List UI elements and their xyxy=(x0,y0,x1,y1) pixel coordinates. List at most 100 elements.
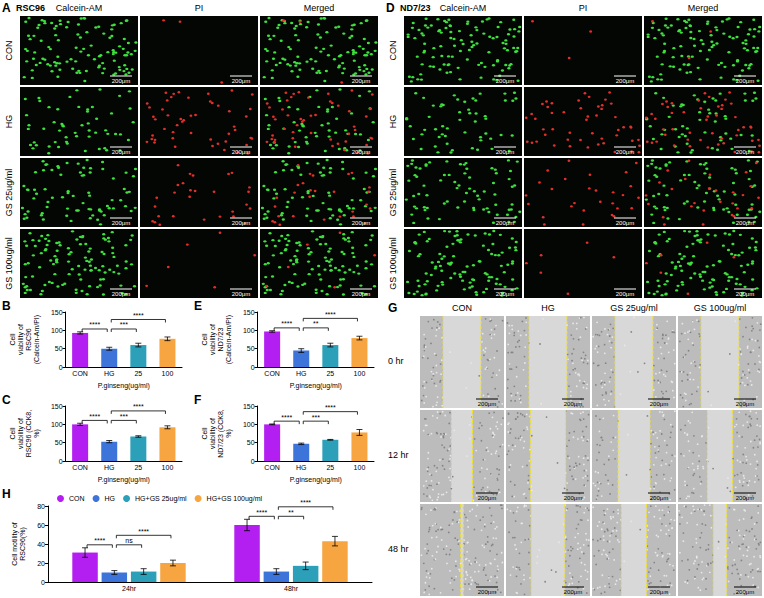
svg-text:RSC96: RSC96 xyxy=(25,328,32,351)
svg-text:%): %) xyxy=(225,429,233,438)
svg-text:****: **** xyxy=(325,311,336,318)
svg-text:50: 50 xyxy=(247,345,255,352)
svg-text:ND7/23: ND7/23 xyxy=(400,3,431,13)
svg-text:P.ginseng(ug/ml): P.ginseng(ug/ml) xyxy=(290,476,342,484)
svg-text:200μm: 200μm xyxy=(564,495,582,501)
svg-text:100: 100 xyxy=(354,370,366,377)
svg-text:24hr: 24hr xyxy=(122,585,137,592)
svg-text:***: *** xyxy=(120,413,128,420)
svg-text:150: 150 xyxy=(243,403,255,410)
svg-text:A: A xyxy=(2,1,11,15)
svg-text:12 hr: 12 hr xyxy=(388,450,409,460)
svg-text:100: 100 xyxy=(243,327,255,334)
svg-text:50: 50 xyxy=(55,345,63,352)
svg-text:Calcein-AM: Calcein-AM xyxy=(440,3,487,13)
svg-text:viability of: viability of xyxy=(17,418,25,449)
svg-text:200μm: 200μm xyxy=(112,220,130,226)
svg-text:100: 100 xyxy=(243,421,255,428)
svg-text:Cell: Cell xyxy=(201,427,208,440)
svg-text:HG: HG xyxy=(296,464,307,471)
svg-text:100: 100 xyxy=(354,464,366,471)
svg-text:200μm: 200μm xyxy=(736,589,754,595)
svg-text:G: G xyxy=(388,301,397,315)
svg-text:200μm: 200μm xyxy=(616,220,634,226)
svg-text:****: **** xyxy=(89,321,100,328)
svg-text:(Calcein-Am/PI): (Calcein-Am/PI) xyxy=(225,315,233,364)
svg-text:CON: CON xyxy=(452,303,472,313)
svg-text:150: 150 xyxy=(51,309,63,316)
svg-text:***: *** xyxy=(312,414,320,421)
svg-text:Cell: Cell xyxy=(9,333,16,346)
svg-text:Cell: Cell xyxy=(9,427,16,440)
svg-text:200μm: 200μm xyxy=(496,220,514,226)
svg-text:HG+GS 25ug/ml: HG+GS 25ug/ml xyxy=(135,495,187,503)
svg-text:200μm: 200μm xyxy=(496,291,514,297)
svg-text:0: 0 xyxy=(59,458,63,465)
svg-text:200μm: 200μm xyxy=(736,291,754,297)
svg-text:****: **** xyxy=(133,403,144,410)
svg-text:viability of: viability of xyxy=(17,324,25,355)
svg-text:****: **** xyxy=(325,404,336,411)
svg-text:Cell: Cell xyxy=(201,333,208,346)
svg-text:GS 25ug/ml: GS 25ug/ml xyxy=(4,169,14,217)
svg-text:200μm: 200μm xyxy=(496,149,514,155)
svg-text:P.ginseng(ug/ml): P.ginseng(ug/ml) xyxy=(98,476,150,484)
svg-text:PI: PI xyxy=(195,3,204,13)
svg-text:%): %) xyxy=(33,429,41,438)
svg-text:0 hr: 0 hr xyxy=(388,356,404,366)
svg-text:100: 100 xyxy=(162,464,174,471)
svg-text:P.ginseng(ug/ml): P.ginseng(ug/ml) xyxy=(98,382,150,390)
svg-text:0: 0 xyxy=(41,579,45,586)
svg-text:25: 25 xyxy=(134,370,142,377)
svg-text:200μm: 200μm xyxy=(352,220,370,226)
svg-text:100: 100 xyxy=(51,327,63,334)
svg-text:CON: CON xyxy=(72,464,88,471)
svg-text:200μm: 200μm xyxy=(478,589,496,595)
svg-text:200μm: 200μm xyxy=(616,149,634,155)
svg-text:GS 100ug/ml: GS 100ug/ml xyxy=(694,303,747,313)
svg-text:60: 60 xyxy=(37,522,45,529)
svg-text:***: *** xyxy=(120,321,128,328)
svg-text:100: 100 xyxy=(51,421,63,428)
svg-text:200μm: 200μm xyxy=(650,495,668,501)
svg-text:Merged: Merged xyxy=(304,3,335,13)
svg-text:CON: CON xyxy=(69,495,85,502)
svg-text:200μm: 200μm xyxy=(232,78,250,84)
svg-text:200μm: 200μm xyxy=(232,291,250,297)
svg-text:**: ** xyxy=(288,509,294,516)
svg-text:GS 25ug/ml: GS 25ug/ml xyxy=(388,169,398,217)
svg-text:CON: CON xyxy=(264,464,280,471)
svg-text:CON: CON xyxy=(264,370,280,377)
svg-text:48hr: 48hr xyxy=(284,585,299,592)
svg-text:25: 25 xyxy=(134,464,142,471)
svg-text:viability of: viability of xyxy=(209,418,217,449)
svg-text:200μm: 200μm xyxy=(736,78,754,84)
svg-text:RSC96 (CCK8,: RSC96 (CCK8, xyxy=(25,410,33,458)
svg-text:200μm: 200μm xyxy=(736,220,754,226)
svg-text:200μm: 200μm xyxy=(112,78,130,84)
svg-text:200μm: 200μm xyxy=(352,78,370,84)
svg-text:CON: CON xyxy=(4,41,14,61)
svg-text:HG: HG xyxy=(104,464,115,471)
svg-text:GS 100ug/ml: GS 100ug/ml xyxy=(388,237,398,290)
svg-text:150: 150 xyxy=(243,309,255,316)
svg-text:100: 100 xyxy=(162,370,174,377)
svg-text:CON: CON xyxy=(72,370,88,377)
svg-text:D: D xyxy=(386,1,395,15)
svg-text:200μm: 200μm xyxy=(478,401,496,407)
svg-text:HG: HG xyxy=(4,115,14,129)
svg-text:****: **** xyxy=(89,413,100,420)
svg-text:Calcein-AM: Calcein-AM xyxy=(56,3,103,13)
svg-text:200μm: 200μm xyxy=(564,589,582,595)
svg-text:P.ginseng(ug/ml): P.ginseng(ug/ml) xyxy=(290,382,342,390)
svg-text:200μm: 200μm xyxy=(616,291,634,297)
svg-text:200μm: 200μm xyxy=(112,291,130,297)
svg-text:200μm: 200μm xyxy=(232,220,250,226)
svg-text:200μm: 200μm xyxy=(650,401,668,407)
svg-text:GS 100ug/ml: GS 100ug/ml xyxy=(4,237,14,290)
svg-text:200μm: 200μm xyxy=(564,401,582,407)
svg-text:**: ** xyxy=(313,320,319,327)
svg-text:150: 150 xyxy=(51,403,63,410)
svg-text:20: 20 xyxy=(37,560,45,567)
svg-text:25: 25 xyxy=(326,464,334,471)
